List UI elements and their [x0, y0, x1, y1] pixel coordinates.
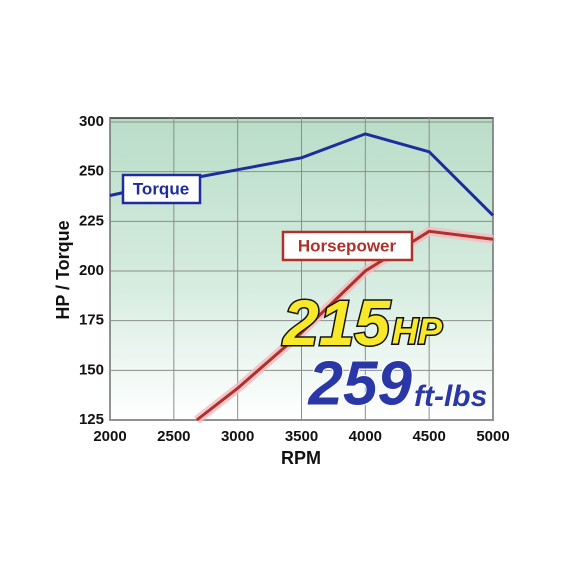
x-tick-label: 4000 — [349, 428, 382, 445]
x-tick-label: 3500 — [285, 428, 318, 445]
x-tick-label: 4500 — [412, 428, 445, 445]
y-tick-label: 150 — [79, 361, 104, 378]
y-tick-label: 175 — [79, 312, 104, 329]
legend-label: Torque — [133, 179, 189, 198]
x-tick-label: 5000 — [476, 428, 509, 445]
y-tick-label: 125 — [79, 411, 104, 428]
y-axis-label: HP / Torque — [53, 220, 73, 319]
y-tick-label: 225 — [79, 212, 104, 229]
annotation: 215 — [282, 287, 391, 359]
x-axis-label: RPM — [281, 448, 321, 468]
headline: 215 HP 259 ft-lbs — [281, 285, 489, 419]
annotation: HP — [392, 311, 443, 352]
x-tick-label: 3000 — [221, 428, 254, 445]
y-tick-label: 200 — [79, 262, 104, 279]
annotation: 259 — [308, 349, 413, 418]
annotation: ft-lbs — [414, 380, 487, 413]
x-tick-label: 2000 — [93, 428, 126, 445]
torque-label: Torque — [121, 173, 202, 205]
horsepower-label: Horsepower — [281, 230, 414, 262]
y-tick-label: 300 — [79, 113, 104, 130]
x-tick-label: 2500 — [157, 428, 190, 445]
series-line — [195, 229, 494, 422]
y-tick-label: 250 — [79, 163, 104, 180]
legend-label: Horsepower — [298, 236, 397, 255]
